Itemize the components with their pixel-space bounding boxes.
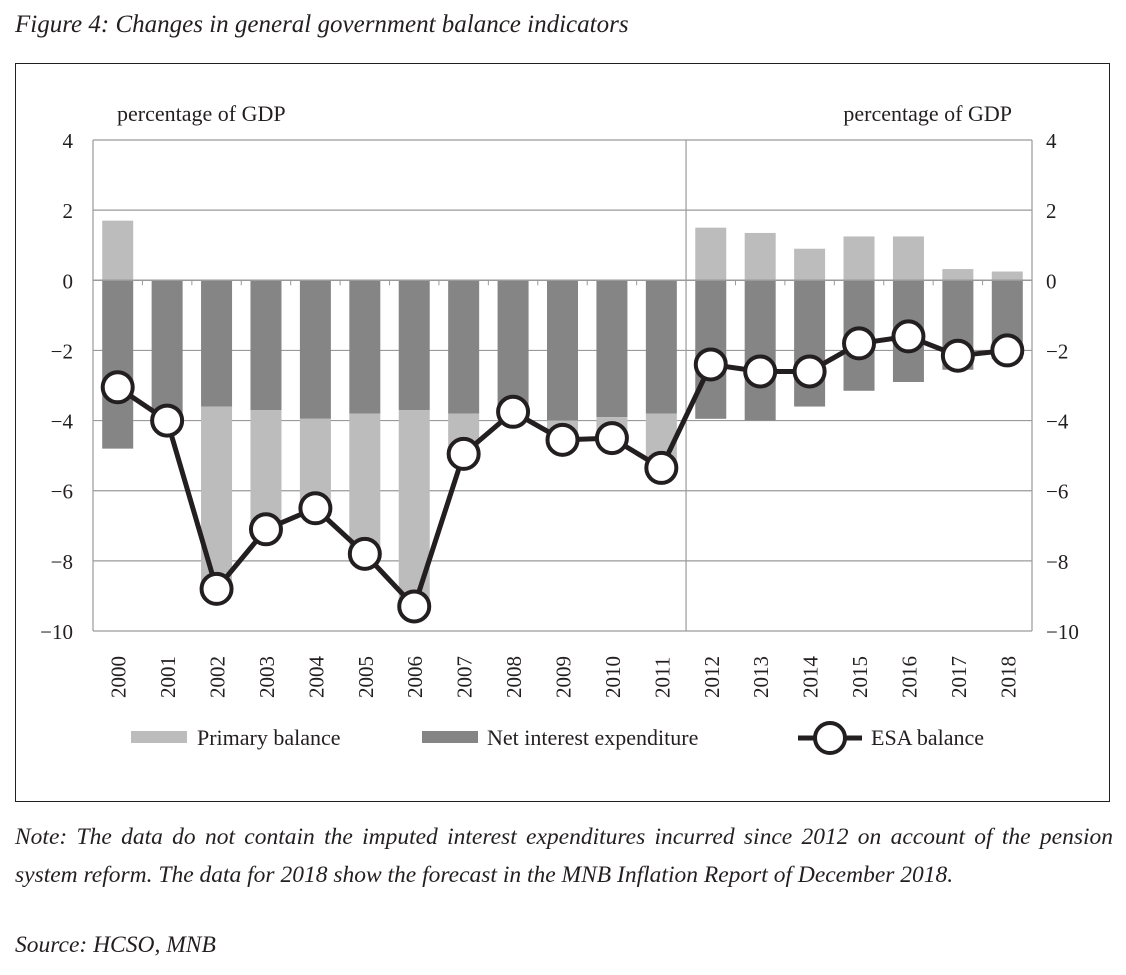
right-tick-label: −4	[1046, 410, 1069, 434]
right-tick-label: −2	[1046, 339, 1068, 363]
x-tick-label: 2016	[897, 656, 921, 698]
x-tick-label: 2004	[304, 656, 328, 699]
x-tick-label: 2006	[403, 656, 427, 698]
x-tick-label: 2007	[453, 656, 477, 698]
esa-balance-point	[891, 319, 926, 354]
bar-primary-balance	[744, 232, 776, 281]
legend-swatch-esa-balance-marker	[813, 721, 847, 755]
chart-frame	[15, 63, 1110, 802]
esa-balance-point	[150, 403, 185, 438]
esa-balance-point	[792, 354, 827, 389]
esa-balance-point	[298, 491, 333, 526]
bar-net-interest-expenditure	[398, 280, 430, 411]
bar-primary-balance	[843, 236, 875, 281]
x-tick-label: 2014	[799, 656, 823, 699]
x-tick-label: 2005	[354, 656, 378, 698]
bar-net-interest-expenditure	[547, 280, 578, 421]
x-tick-label: 2000	[107, 656, 131, 698]
left-tick-label: 0	[63, 269, 74, 293]
x-tick-label: 2012	[700, 656, 724, 698]
right-tick-label: −8	[1046, 550, 1068, 574]
esa-balance-point	[693, 347, 728, 382]
right-tick-label: 0	[1046, 269, 1057, 293]
figure-note: Note: The data do not contain the impute…	[15, 824, 1113, 888]
x-tick-label: 2001	[156, 656, 180, 698]
bar-net-interest-expenditure	[349, 280, 381, 414]
left-tick-label: 4	[63, 129, 74, 153]
left-tick-label: −4	[51, 410, 74, 434]
figure-title: Figure 4: Changes in general government …	[15, 11, 629, 38]
x-tick-label: 2002	[206, 656, 230, 698]
esa-balance-point	[248, 512, 283, 547]
esa-balance-point	[397, 589, 432, 624]
x-tick-label: 2008	[502, 656, 526, 698]
bar-net-interest-expenditure	[448, 280, 480, 414]
bar-primary-balance	[942, 269, 974, 281]
esa-balance-point	[644, 450, 679, 485]
left-tick-label: −8	[51, 550, 73, 574]
left-tick-label: 2	[63, 199, 74, 223]
bar-primary-balance	[892, 236, 924, 281]
bar-net-interest-expenditure	[497, 280, 529, 412]
chart: 4 4 2 2 0 0 −2 −2 −4 −4 −6 −6 −8 −8 −10 −10 percentage o…	[40, 101, 1079, 755]
legend-swatch-net-interest-expenditure	[422, 731, 478, 743]
x-tick-label: 2017	[947, 656, 971, 698]
right-tick-label: −6	[1046, 480, 1068, 504]
bar-net-interest-expenditure	[201, 280, 233, 407]
bar-primary-balance	[991, 271, 1023, 281]
right-tick-label: −10	[1046, 620, 1079, 644]
x-tick-label: 2018	[996, 656, 1020, 698]
x-tick-label: 2011	[650, 657, 674, 698]
esa-balance-point	[446, 436, 481, 471]
left-tick-label: −2	[51, 339, 73, 363]
x-tick-label: 2003	[255, 656, 279, 698]
right-tick-label: 4	[1046, 129, 1057, 153]
left-axis-label: percentage of GDP	[117, 101, 286, 126]
right-axis-label: percentage of GDP	[843, 101, 1012, 126]
esa-balance-point	[545, 422, 580, 457]
legend-label-esa-balance: ESA balance	[871, 725, 984, 750]
esa-balance-point	[594, 421, 629, 456]
esa-balance-point	[347, 536, 382, 571]
x-tick-label: 2013	[749, 656, 773, 698]
bar-net-interest-expenditure	[102, 280, 134, 449]
right-tick-label: 2	[1046, 199, 1057, 223]
esa-balance-point	[100, 370, 135, 405]
esa-balance-point	[199, 571, 234, 606]
x-tick-label: 2010	[601, 656, 625, 698]
x-tick-label: 2015	[848, 656, 872, 698]
bar-net-interest-expenditure	[596, 280, 628, 418]
bar-net-interest-expenditure	[645, 280, 677, 414]
esa-balance-point	[990, 333, 1025, 368]
esa-balance-point	[940, 338, 975, 373]
legend-label-primary-balance: Primary balance	[197, 725, 341, 750]
esa-balance-point	[842, 326, 877, 361]
left-tick-label: −6	[51, 480, 73, 504]
bar-net-interest-expenditure	[299, 280, 331, 419]
left-tick-label: −10	[40, 620, 73, 644]
bar-net-interest-expenditure	[744, 280, 776, 421]
legend-swatch-primary-balance	[131, 731, 187, 743]
bar-primary-balance	[794, 248, 826, 281]
figure-source: Source: HCSO, MNB	[15, 932, 216, 958]
bar-primary-balance	[349, 413, 381, 553]
bar-primary-balance	[695, 227, 727, 281]
x-tick-label: 2009	[552, 656, 576, 698]
legend-label-net-interest-expenditure: Net interest expenditure	[487, 725, 698, 750]
bar-net-interest-expenditure	[151, 280, 183, 421]
bar-primary-balance	[201, 406, 233, 589]
esa-balance-point	[496, 394, 531, 429]
bar-primary-balance	[102, 220, 134, 281]
bar-primary-balance	[250, 410, 282, 530]
esa-balance-point	[743, 354, 778, 389]
bar-net-interest-expenditure	[250, 280, 282, 411]
